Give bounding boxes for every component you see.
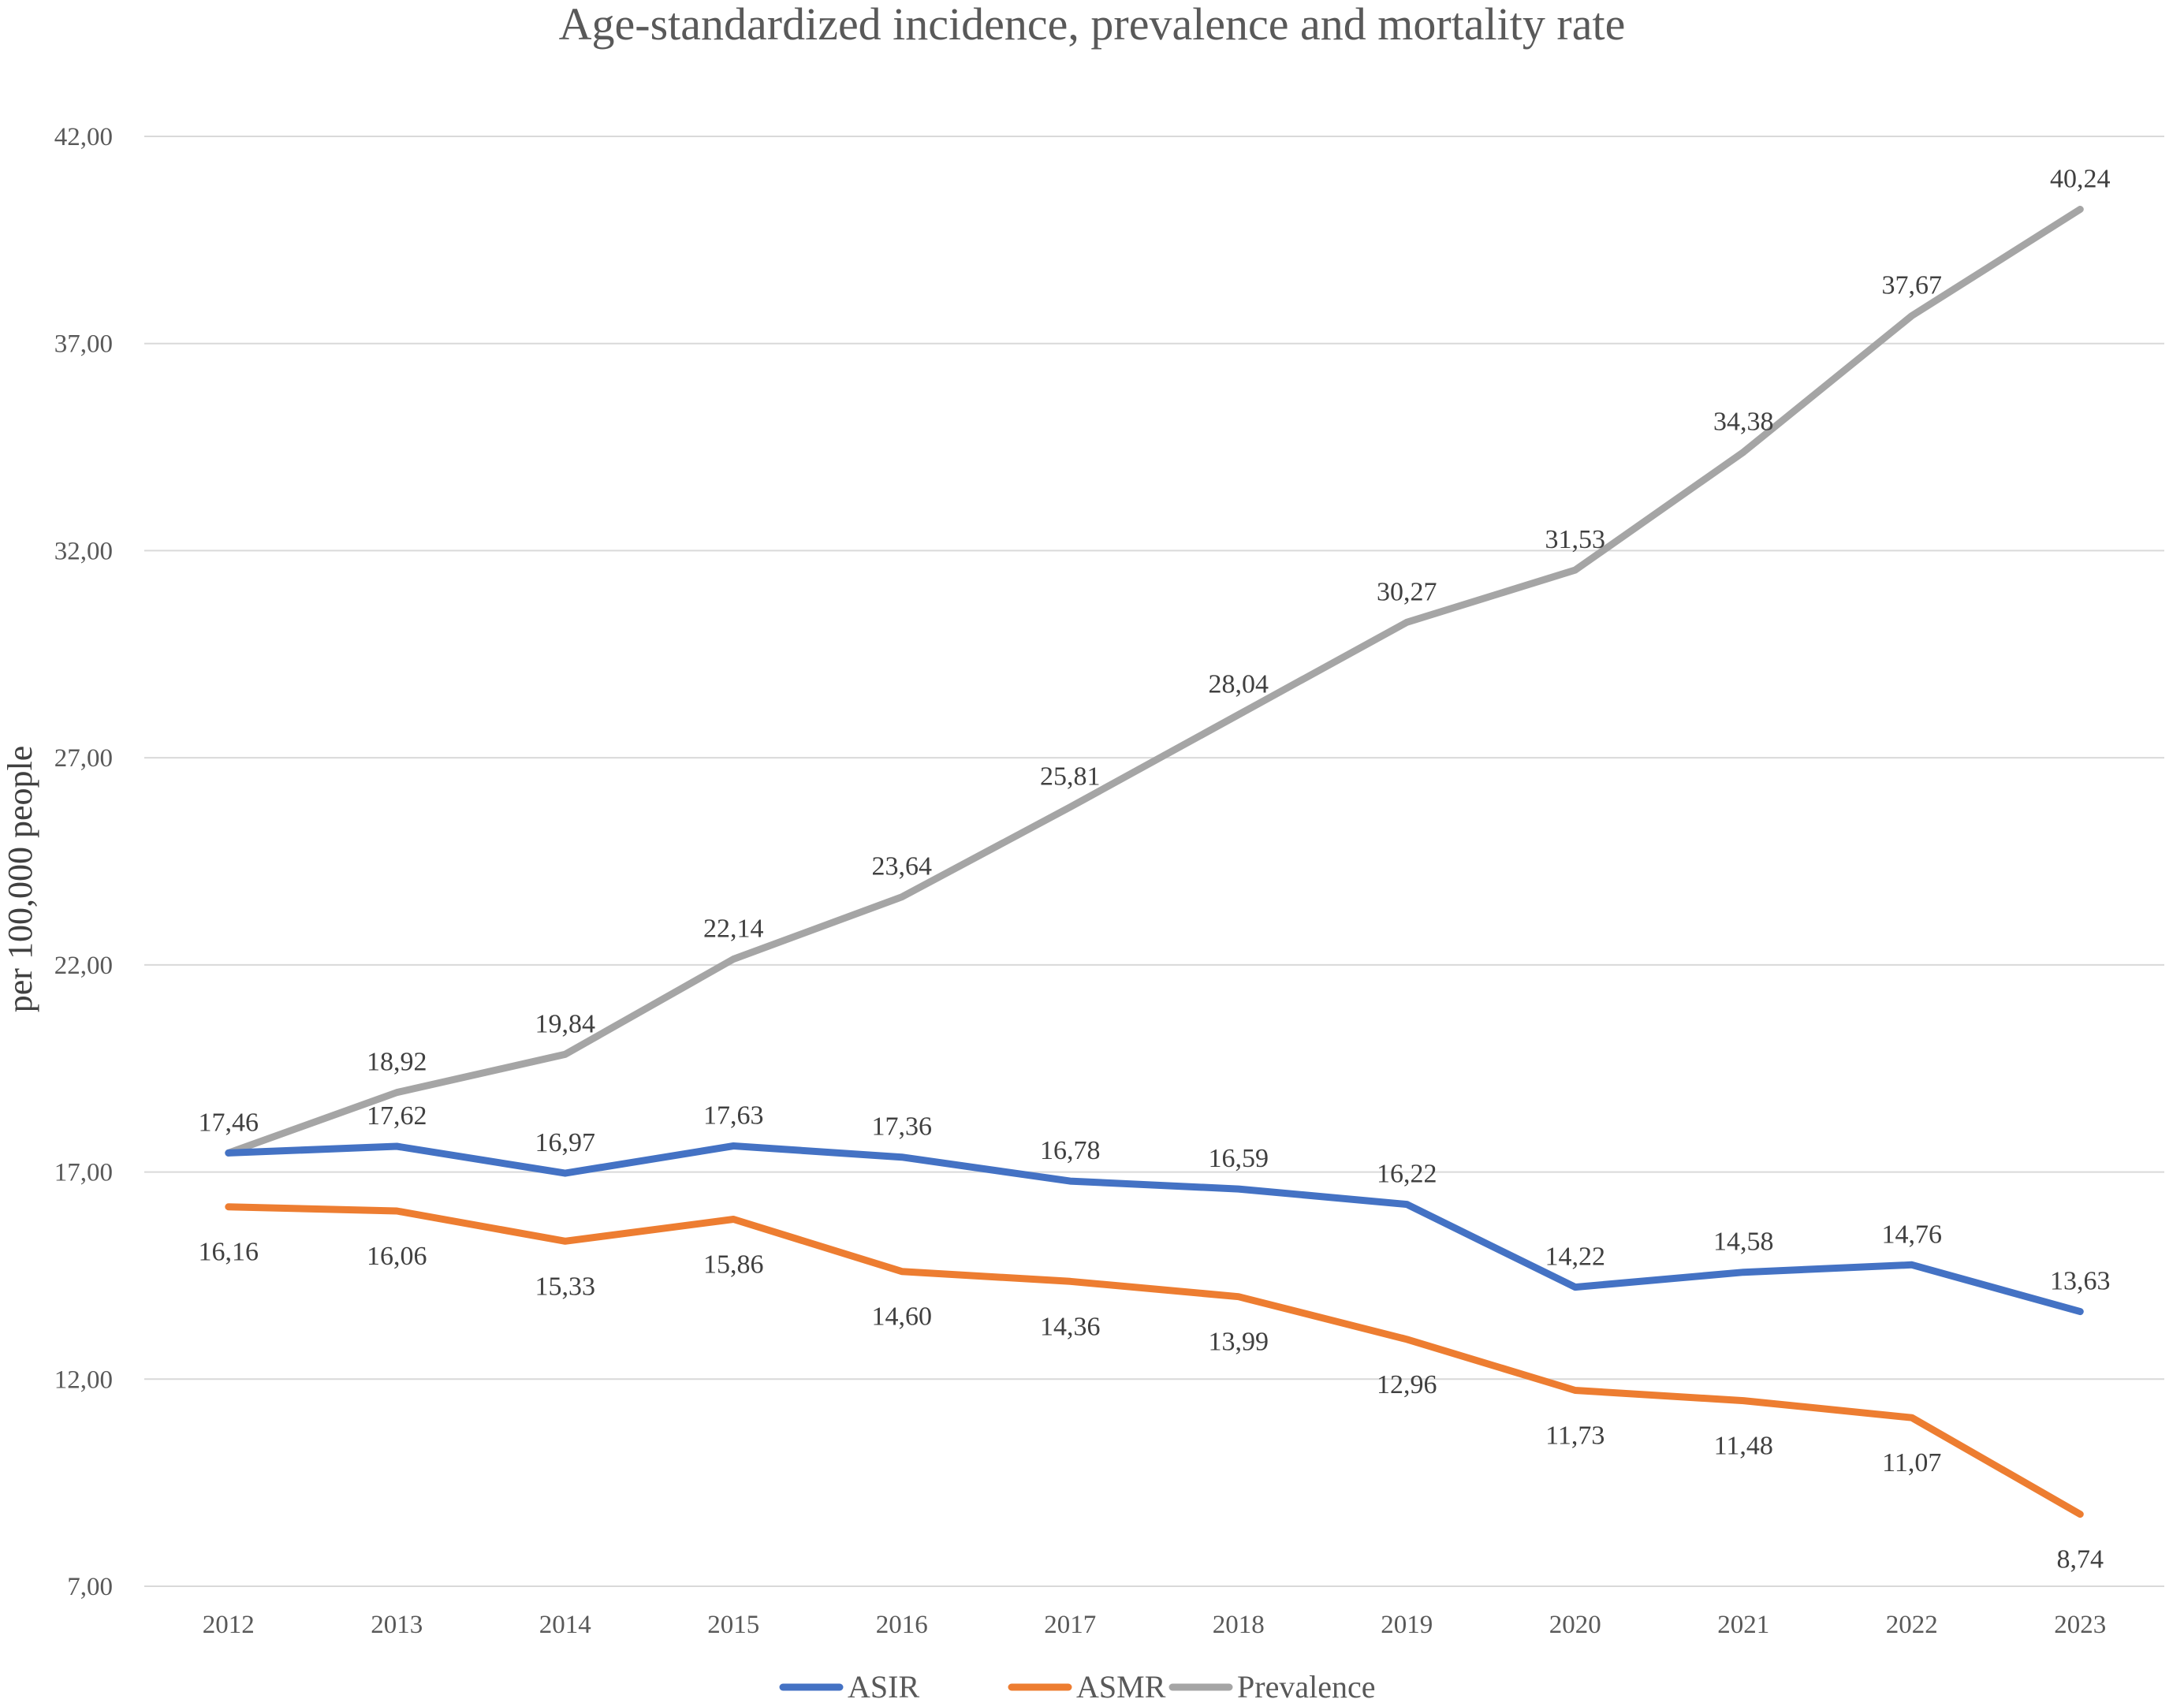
x-tick-label: 2013: [371, 1611, 423, 1639]
data-label: 13,63: [2050, 1267, 2111, 1296]
data-label: 23,64: [872, 852, 933, 881]
x-tick-label: 2015: [707, 1611, 759, 1639]
legend: ASIR ASMR Prevalence: [779, 1669, 1375, 1699]
chart-title: Age-standardized incidence, prevalence a…: [559, 0, 1626, 50]
data-label: 22,14: [703, 915, 764, 944]
data-label: 17,62: [367, 1101, 427, 1131]
data-label: 14,22: [1545, 1243, 1606, 1272]
data-label: 12,96: [1377, 1370, 1437, 1399]
data-label: 11,48: [1714, 1432, 1773, 1461]
data-label: 30,27: [1377, 577, 1437, 606]
y-tick-label: 32,00: [54, 537, 113, 565]
data-label: 15,33: [535, 1272, 596, 1301]
data-label: 40,24: [2050, 164, 2111, 193]
data-label: 16,22: [1377, 1160, 1437, 1189]
x-tick-label: 2018: [1213, 1611, 1265, 1639]
data-label: 15,86: [703, 1250, 764, 1279]
x-tick-label: 2022: [1886, 1611, 1938, 1639]
data-label: 14,36: [1040, 1312, 1101, 1341]
series-lines: [225, 206, 2084, 1518]
legend-label-asmr: ASMR: [1076, 1669, 1166, 1699]
x-tick-label: 2023: [2054, 1611, 2106, 1639]
data-label: 11,73: [1545, 1421, 1604, 1450]
data-label: 14,76: [1882, 1220, 1943, 1249]
series-line-prevalence: [225, 206, 2084, 1157]
data-label: 8,74: [2057, 1545, 2104, 1574]
y-axis-ticks: 7,00 12,00 17,00 22,00 27,00 32,00 37,00 42,00: [54, 123, 113, 1601]
data-label: 34,38: [1713, 407, 1774, 436]
data-label: 37,67: [1882, 271, 1943, 300]
data-label: 17,46: [199, 1108, 259, 1137]
data-label: 18,92: [367, 1048, 427, 1077]
series-line-asir: [225, 1142, 2084, 1316]
data-label: 28,04: [1209, 669, 1269, 699]
data-label: 25,81: [1040, 762, 1101, 792]
data-label: 11,07: [1882, 1448, 1941, 1477]
data-label: 14,60: [872, 1302, 933, 1332]
x-tick-label: 2016: [876, 1611, 928, 1639]
y-tick-label: 22,00: [54, 952, 113, 980]
y-axis-label: per 100,000 people: [1, 746, 39, 1012]
data-label: 16,97: [535, 1128, 596, 1157]
data-label: 17,63: [703, 1101, 764, 1130]
x-tick-label: 2020: [1549, 1611, 1601, 1639]
data-label: 16,59: [1209, 1144, 1269, 1173]
x-tick-label: 2019: [1381, 1611, 1433, 1639]
y-tick-label: 27,00: [54, 744, 113, 773]
x-tick-label: 2014: [539, 1611, 591, 1639]
data-label: 16,16: [199, 1238, 259, 1267]
y-tick-label: 42,00: [54, 123, 113, 151]
data-label: 19,84: [535, 1009, 596, 1038]
y-tick-label: 7,00: [67, 1573, 113, 1601]
legend-label-prevalence: Prevalence: [1237, 1669, 1375, 1699]
x-tick-label: 2012: [203, 1611, 255, 1639]
x-tick-label: 2017: [1044, 1611, 1096, 1639]
data-label: 14,58: [1713, 1228, 1774, 1257]
y-tick-label: 37,00: [54, 330, 113, 359]
data-label: 17,36: [872, 1112, 933, 1142]
data-label: 31,53: [1545, 525, 1606, 554]
y-tick-label: 12,00: [54, 1366, 113, 1394]
data-label: 16,06: [367, 1242, 427, 1271]
series-line-asmr: [225, 1203, 2084, 1518]
x-tick-label: 2021: [1717, 1611, 1769, 1639]
data-label: 13,99: [1209, 1328, 1269, 1357]
data-label: 16,78: [1040, 1136, 1101, 1165]
y-tick-label: 17,00: [54, 1159, 113, 1187]
data-labels: 17,46 17,62 16,97 17,63 17,36 16,78 16,59 16,22…: [199, 164, 2111, 1574]
legend-label-asir: ASIR: [848, 1669, 919, 1699]
x-axis-ticks: 2012 2013 2014 2015 2016 2017 2018 2019 2020 2021…: [203, 1611, 2107, 1639]
